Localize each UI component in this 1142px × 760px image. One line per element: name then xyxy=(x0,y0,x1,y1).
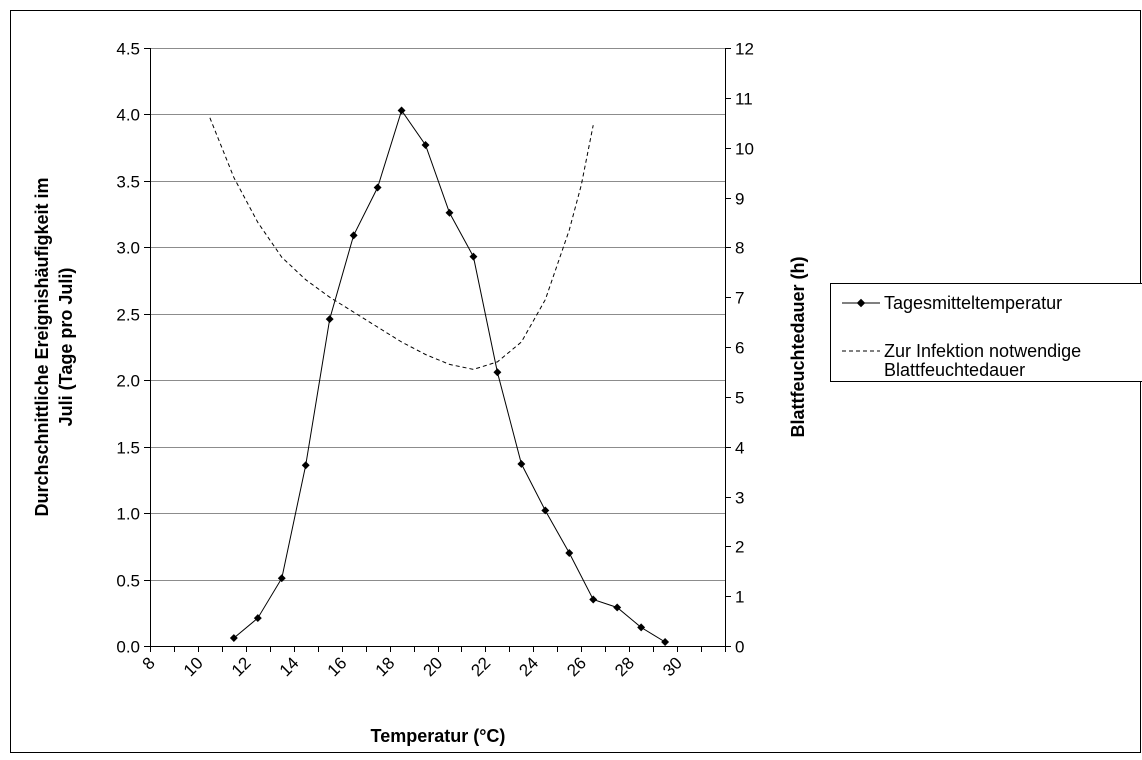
legend-label-series-2-line2: Blattfeuchtedauer xyxy=(884,360,1025,380)
y-left-tick-label: 4.0 xyxy=(116,106,140,125)
y-right-tick-label: 11 xyxy=(735,90,753,109)
y-left-tick-label: 4.5 xyxy=(116,40,140,59)
series-point xyxy=(421,141,430,149)
series-line-2 xyxy=(209,117,594,370)
y-right-tick-label: 12 xyxy=(735,40,754,59)
y-left-axis-title-line2: Juli (Tage pro Juli) xyxy=(56,268,76,427)
series-point xyxy=(445,208,454,217)
legend: Tagesmitteltemperatur Zur Infektion notw… xyxy=(830,283,1142,382)
y-right-tick-label: 8 xyxy=(735,239,744,258)
series-point xyxy=(517,459,526,468)
y-right-tick-label: 2 xyxy=(735,538,744,557)
y-right-tick-label: 5 xyxy=(735,389,744,408)
y-right-tick-label: 10 xyxy=(735,140,754,159)
series-point xyxy=(301,461,310,470)
y-left-tick-label: 2.0 xyxy=(116,372,140,391)
legend-marker-series-1 xyxy=(856,298,866,308)
y-left-tick-label: 2.5 xyxy=(116,306,140,325)
y-left-tick-label: 0.5 xyxy=(116,572,140,591)
series-point xyxy=(589,595,598,604)
y-left-tick-label: 3.0 xyxy=(116,239,140,258)
legend-label-series-2-line1: Zur Infektion notwendige xyxy=(884,341,1081,361)
y-right-axis-title: Blattfeuchtedauer (h) xyxy=(788,256,808,437)
y-left-tick-label: 0.0 xyxy=(116,638,140,657)
y-right-tick-label: 6 xyxy=(735,339,744,358)
series-point xyxy=(541,506,550,515)
y-left-tick-label: 3.5 xyxy=(116,173,140,192)
y-right-tick-label: 4 xyxy=(735,439,744,458)
x-axis-title: Temperatur (°C) xyxy=(371,726,506,746)
legend-box xyxy=(830,283,1142,382)
series-point xyxy=(661,638,670,646)
y-right-tick-label: 0 xyxy=(735,638,744,657)
y-left-tick-label: 1.0 xyxy=(116,505,140,524)
series-point xyxy=(349,231,358,240)
legend-label-series-1: Tagesmitteltemperatur xyxy=(884,293,1062,313)
y-right-tick-label: 9 xyxy=(735,190,744,209)
y-left-axis-ticks: 0.0 0.5 1.0 1.5 2.0 2.5 3.0 3.5 4.0 4.5 xyxy=(116,40,150,657)
y-left-tick-label: 1.5 xyxy=(116,439,140,458)
y-left-axis-title-line1: Durchschnittliche Ereignishäufigkeit im xyxy=(32,177,52,516)
series-point xyxy=(493,368,502,377)
series-point xyxy=(325,315,334,324)
y-right-tick-label: 7 xyxy=(735,289,744,308)
y-right-tick-label: 3 xyxy=(735,489,744,508)
y-right-tick-label: 1 xyxy=(735,588,744,607)
series-point xyxy=(373,183,382,192)
